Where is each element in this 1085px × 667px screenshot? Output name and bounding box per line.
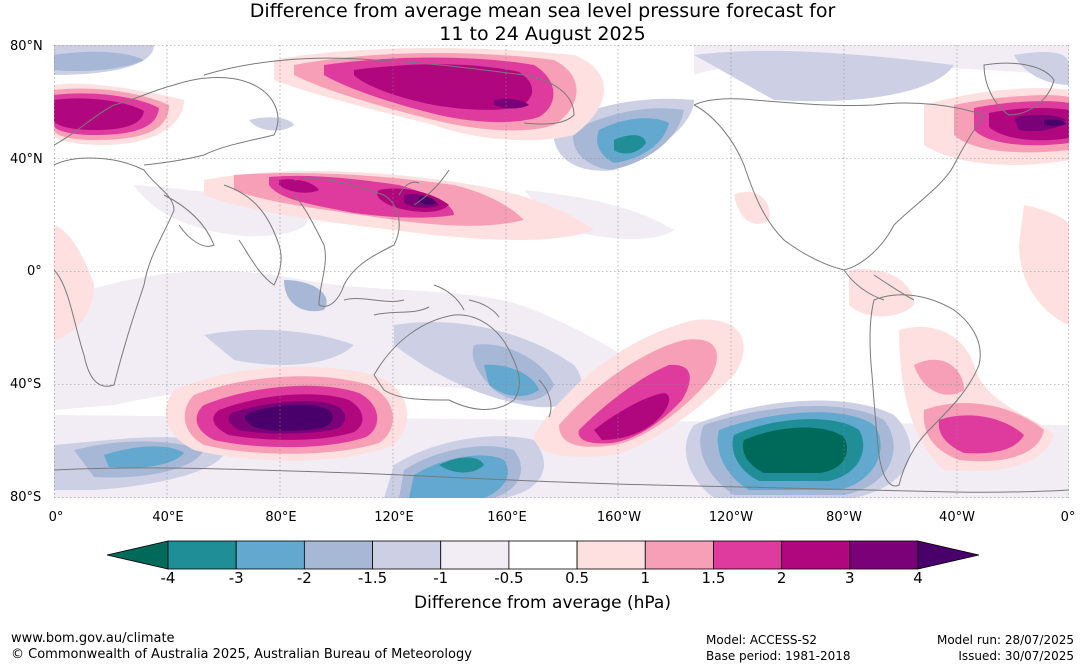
colorbar-cell bbox=[644, 540, 714, 570]
colorbar-tick-label: 0.5 bbox=[565, 569, 590, 587]
lat-label-40s: 40°S bbox=[10, 377, 42, 392]
colorbar-tick-label: -0.5 bbox=[494, 569, 524, 587]
footer-base-period: Base period: 1981-2018 bbox=[706, 649, 851, 663]
colorbar-cell bbox=[781, 540, 851, 570]
lat-label-80s: 80°S bbox=[10, 490, 42, 505]
colorbar-cell bbox=[167, 540, 237, 570]
colorbar-cell bbox=[303, 540, 373, 570]
colorbar-tick-label: -3 bbox=[228, 569, 244, 587]
colorbar-tick-label: 3 bbox=[845, 569, 855, 587]
colorbar-cell bbox=[372, 540, 442, 570]
colorbar-cell bbox=[235, 540, 305, 570]
lon-label-160w: 160°W bbox=[596, 510, 642, 525]
colorbar-cell bbox=[440, 540, 510, 570]
colorbar-extend-low bbox=[107, 540, 169, 570]
anomaly-fill-deep-green bbox=[742, 427, 847, 473]
colorbar-tick-label: -1.5 bbox=[357, 569, 388, 587]
footer-website: www.bom.gov.au/climate bbox=[11, 631, 175, 646]
lon-label-40e: 40°E bbox=[152, 510, 184, 525]
lon-label-120e: 120°E bbox=[374, 510, 414, 525]
colorbar bbox=[107, 540, 979, 570]
lon-label-80e: 80°E bbox=[265, 510, 297, 525]
colorbar-tick-label: 1 bbox=[640, 569, 651, 587]
lon-label-40w: 40°W bbox=[939, 510, 975, 525]
colorbar-cell bbox=[508, 540, 578, 570]
colorbar-tick-label: 2 bbox=[776, 569, 787, 587]
lon-label-80w: 80°W bbox=[826, 510, 862, 525]
colorbar-tick-label: -4 bbox=[160, 569, 176, 587]
lat-label-80n: 80°N bbox=[10, 39, 43, 54]
colorbar-title: Difference from average (hPa) bbox=[414, 593, 671, 613]
graticule bbox=[54, 45, 1069, 498]
lat-label-equator: 0° bbox=[27, 264, 42, 279]
footer-issued: Issued: 30/07/2025 bbox=[958, 649, 1074, 663]
title-line-2: 11 to 24 August 2025 bbox=[439, 23, 646, 45]
lon-label-0-right: 0° bbox=[1060, 510, 1076, 525]
pressure-anomaly-map bbox=[54, 45, 1069, 498]
lon-label-120w: 120°W bbox=[708, 510, 754, 525]
footer-copyright: © Commonwealth of Australia 2025, Austra… bbox=[11, 647, 472, 662]
map-title: Difference from average mean sea level p… bbox=[0, 0, 1085, 46]
lat-label-40n: 40°N bbox=[10, 152, 43, 167]
colorbar-tick-label: 4 bbox=[913, 569, 923, 587]
coastlines bbox=[54, 57, 1069, 493]
lon-label-160e: 160°E bbox=[487, 510, 527, 525]
colorbar-cell bbox=[576, 540, 646, 570]
colorbar-extend-high bbox=[917, 540, 979, 570]
footer-model-run: Model run: 28/07/2025 bbox=[936, 633, 1074, 647]
lon-label-0: 0° bbox=[48, 510, 64, 525]
footer-model: Model: ACCESS-S2 bbox=[706, 633, 818, 647]
colorbar-tick-label: 1.5 bbox=[701, 569, 726, 587]
colorbar-cell bbox=[849, 540, 919, 570]
colorbar-tick-label: -2 bbox=[296, 569, 312, 587]
colorbar-tick-label: -1 bbox=[433, 569, 449, 587]
colorbar-cell bbox=[713, 540, 783, 570]
title-line-1: Difference from average mean sea level p… bbox=[249, 0, 836, 22]
